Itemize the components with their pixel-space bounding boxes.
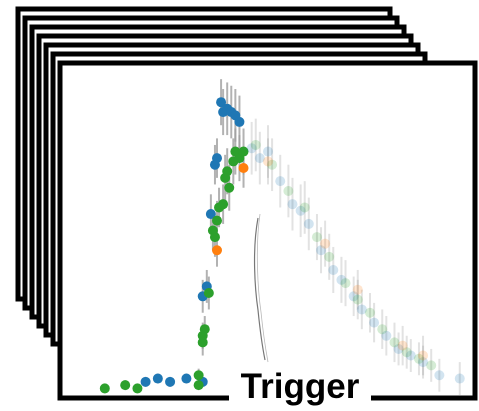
data-point-green (132, 383, 143, 394)
data-point-green (193, 380, 204, 391)
data-point-orange (263, 156, 273, 167)
data-point-green (203, 288, 214, 299)
data-point-green (267, 159, 278, 170)
data-point-blue (328, 264, 339, 275)
data-point-green (193, 370, 204, 381)
data-point-blue (181, 373, 192, 384)
data-point-orange (352, 284, 363, 295)
data-point-blue (263, 146, 273, 157)
data-point-green (283, 186, 294, 197)
data-point-blue (454, 373, 465, 384)
data-point-blue (393, 343, 404, 354)
data-point-blue (295, 205, 306, 216)
data-point-blue (356, 304, 367, 315)
data-point-blue (212, 153, 222, 164)
data-point-green (224, 182, 235, 193)
data-point-green (238, 146, 249, 157)
data-point-orange (238, 162, 249, 173)
data-point-blue (275, 176, 286, 187)
data-point-green (389, 337, 400, 348)
data-point-blue (418, 357, 429, 368)
data-point-green (218, 199, 229, 210)
data-point-green (311, 232, 322, 243)
data-point-blue (336, 274, 347, 285)
data-point-orange (418, 350, 429, 361)
data-point-green (99, 383, 110, 394)
data-point-blue (205, 209, 216, 220)
data-point-green (222, 166, 233, 177)
data-point-orange (212, 245, 222, 256)
data-point-green (212, 215, 222, 226)
data-point-blue (316, 245, 327, 256)
data-point-blue (152, 373, 163, 384)
data-point-blue (381, 330, 392, 341)
data-point-blue (369, 317, 380, 328)
data-point-orange (397, 340, 408, 351)
data-point-blue (140, 376, 151, 387)
data-point-green (413, 353, 424, 364)
data-point-orange (320, 238, 331, 249)
data-point-green (377, 324, 388, 335)
data-point-green (250, 139, 261, 150)
trigger-trace-shadow (256, 213, 269, 363)
data-point-green (299, 202, 310, 213)
data-point-blue (165, 376, 176, 387)
data-point-green (365, 307, 375, 318)
data-point-blue (254, 153, 265, 164)
data-point-green (209, 232, 220, 243)
front-frame (57, 60, 478, 401)
data-point-green (199, 324, 210, 335)
data-point-blue (216, 97, 227, 108)
data-point-green (324, 251, 335, 262)
data-point-green (426, 360, 437, 371)
data-point-blue (348, 291, 359, 302)
data-point-blue (246, 143, 257, 154)
data-point-blue (303, 218, 314, 229)
data-point-green (120, 380, 131, 391)
data-point-green (340, 278, 351, 289)
trigger-trace (253, 217, 266, 361)
data-point-blue (405, 350, 416, 361)
data-point-green (401, 347, 412, 358)
data-point-blue (287, 199, 298, 210)
data-point-blue (434, 370, 445, 381)
trigger-label: Trigger (229, 367, 371, 407)
light-curve-plot (99, 79, 465, 395)
data-point-green (352, 294, 363, 305)
data-point-blue (234, 116, 245, 127)
